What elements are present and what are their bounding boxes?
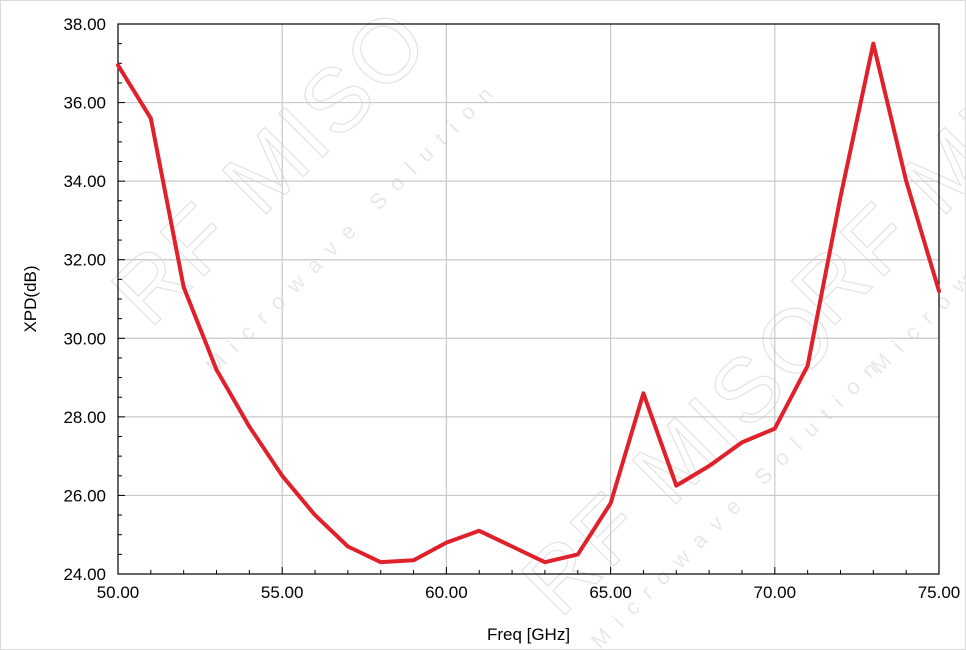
data-point	[313, 513, 317, 517]
gridlines	[118, 24, 939, 574]
data-point	[412, 558, 416, 562]
y-tick-label: 28.00	[63, 408, 106, 427]
y-tick-label: 32.00	[63, 251, 106, 270]
y-tick-label: 38.00	[63, 15, 106, 34]
x-tick-label: 55.00	[261, 583, 304, 602]
data-point	[674, 484, 678, 488]
data-point	[215, 368, 219, 372]
x-tick-label: 70.00	[754, 583, 797, 602]
data-point	[773, 427, 777, 431]
x-tick-label: 60.00	[425, 583, 468, 602]
data-point	[904, 179, 908, 183]
y-tick-label: 30.00	[63, 329, 106, 348]
data-point	[937, 289, 941, 293]
data-point	[280, 474, 284, 478]
data-point	[379, 560, 383, 564]
data-point	[510, 545, 514, 549]
data-point	[247, 425, 251, 429]
x-tick-label: 65.00	[589, 583, 632, 602]
minor-ticks	[117, 23, 940, 575]
data-point	[740, 440, 744, 444]
xpd-series-line	[116, 41, 941, 565]
data-point	[806, 364, 810, 368]
y-tick-label: 34.00	[63, 172, 106, 191]
x-tick-label: 50.00	[97, 583, 140, 602]
x-tick-label: 75.00	[918, 583, 961, 602]
data-point	[871, 42, 875, 46]
data-point	[543, 560, 547, 564]
data-point	[477, 529, 481, 533]
data-point	[838, 195, 842, 199]
x-tick-labels: 50.00 55.00 60.00 65.00 70.00 75.00	[97, 583, 961, 602]
y-tick-labels: 24.00 26.00 28.00 30.00 32.00 34.00 36.00 38.00	[63, 15, 106, 584]
data-point	[346, 545, 350, 549]
data-point	[116, 63, 120, 67]
y-axis-title: XPD(dB)	[21, 265, 40, 332]
data-point	[576, 552, 580, 556]
y-tick-label: 36.00	[63, 94, 106, 113]
x-axis-title: Freq [GHz]	[487, 625, 570, 644]
data-point	[182, 285, 186, 289]
y-tick-label: 26.00	[63, 486, 106, 505]
data-point	[641, 391, 645, 395]
y-tick-label: 24.00	[63, 565, 106, 584]
data-point	[609, 501, 613, 505]
data-point	[707, 464, 711, 468]
data-point	[149, 116, 153, 120]
watermark-brand-text: RF MISO	[503, 278, 859, 634]
data-point	[444, 541, 448, 545]
